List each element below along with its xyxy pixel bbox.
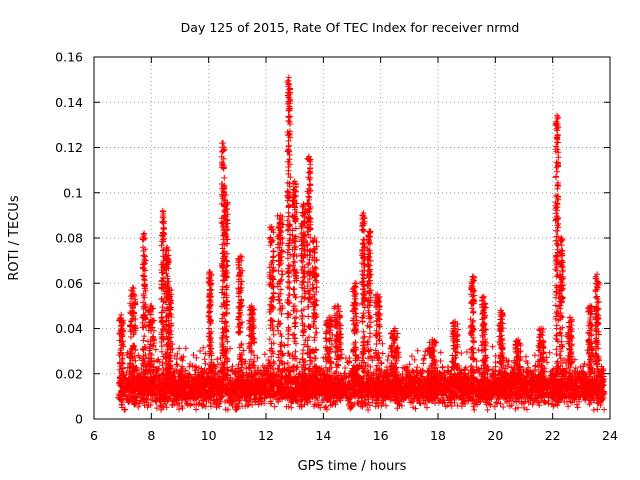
roti-markers [115,74,608,413]
y-tick-label: 0.1 [63,185,83,200]
x-tick-label: 18 [430,428,446,443]
x-tick-label: 22 [545,428,561,443]
x-tick-label: 12 [258,428,274,443]
x-axis-label: GPS time / hours [298,459,407,474]
y-tick-label: 0.14 [55,95,83,110]
x-tick-label: 24 [602,428,618,443]
axis-ticks: 6 8 10 12 14 16 18 20 22 24 0 0.02 0.04 0.06 0.08 0.1 0.… [55,50,618,444]
y-tick-label: 0.16 [55,50,83,65]
y-tick-label: 0.04 [55,321,83,336]
x-tick-label: 20 [487,428,503,443]
y-tick-label: 0.06 [55,276,83,291]
data-points [115,74,608,413]
x-tick-label: 14 [315,428,331,443]
y-tick-label: 0 [75,412,83,427]
grid [94,57,610,419]
y-axis-label: ROTI / TECUs [7,195,22,280]
y-tick-label: 0.12 [55,140,83,155]
y-tick-label: 0.02 [55,366,83,381]
x-tick-label: 8 [147,428,155,443]
x-tick-label: 16 [373,428,389,443]
x-tick-label: 10 [201,428,217,443]
chart-title: Day 125 of 2015, Rate Of TEC Index for r… [181,20,520,35]
x-tick-label: 6 [90,428,98,443]
y-tick-label: 0.08 [55,231,83,246]
